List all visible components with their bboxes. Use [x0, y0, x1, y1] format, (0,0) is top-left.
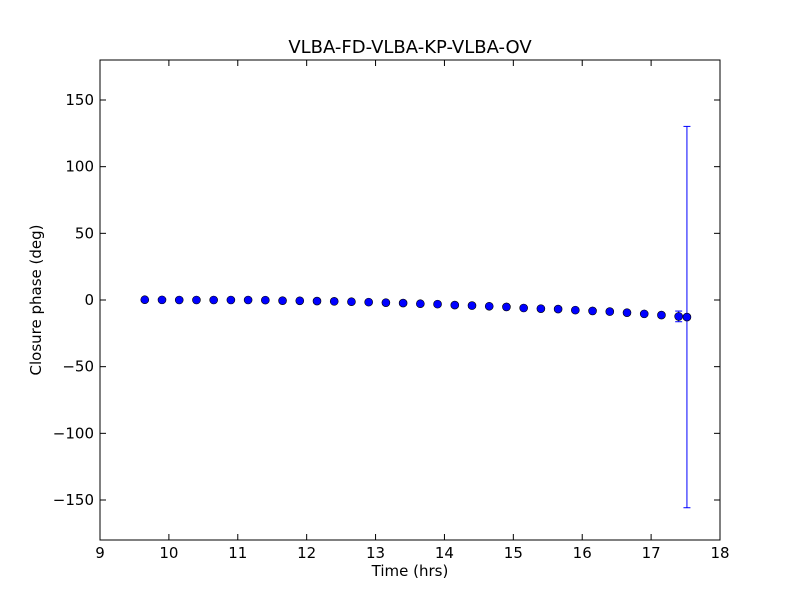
y-tick-label: 150	[65, 91, 94, 109]
data-point	[519, 303, 528, 313]
data-point	[588, 306, 597, 316]
data-point	[209, 295, 218, 305]
x-tick-label: 18	[710, 544, 729, 562]
x-axis-label: Time (hrs)	[371, 562, 449, 580]
data-point	[312, 296, 322, 306]
chart-title: VLBA-FD-VLBA-KP-VLBA-OV	[288, 37, 532, 58]
x-tick-label: 14	[435, 544, 454, 562]
x-tick-label: 12	[297, 544, 316, 562]
y-tick-label: 100	[65, 158, 94, 176]
data-point	[553, 304, 563, 314]
data-point	[536, 304, 546, 313]
data-point	[682, 312, 692, 322]
y-tick-label: −150	[53, 491, 94, 509]
data-point	[571, 305, 580, 315]
data-point	[674, 312, 683, 321]
data-point	[295, 296, 305, 306]
y-tick-label: 0	[84, 291, 94, 309]
data-point	[381, 298, 391, 307]
data-point	[261, 295, 270, 305]
data-point	[226, 295, 236, 305]
data-point	[639, 309, 649, 319]
axes-frame	[99, 59, 721, 541]
x-tick-label: 10	[159, 544, 178, 562]
x-tick-label: 11	[228, 544, 247, 562]
data-point	[622, 308, 632, 317]
data-point	[243, 295, 253, 305]
data-point	[140, 295, 150, 305]
y-tick-label: 50	[75, 224, 94, 242]
plot-area: 9 10 11 12 13 14 15 16 17 18 −150 −100 −50 0 50 100 150	[53, 59, 730, 562]
data-point	[433, 299, 442, 309]
data-point	[398, 298, 408, 308]
data-point	[657, 310, 666, 320]
x-tick-label: 17	[642, 544, 661, 562]
x-tick-label: 13	[366, 544, 385, 562]
data-point	[502, 302, 511, 312]
data-point	[467, 301, 477, 310]
data-point	[157, 295, 167, 305]
data-point	[278, 296, 287, 305]
y-tick-label: −50	[62, 358, 94, 376]
y-axis-label: Closure phase (deg)	[27, 225, 45, 376]
x-axis-ticks: 9 10 11 12 13 14 15 16 17 18	[95, 60, 730, 562]
data-point	[450, 300, 460, 310]
data-point	[174, 295, 184, 305]
data-point	[416, 299, 425, 309]
data-point	[329, 297, 339, 306]
data-point	[484, 301, 494, 311]
x-tick-label: 16	[573, 544, 592, 562]
data-point	[347, 297, 356, 307]
y-tick-label: −100	[53, 424, 94, 442]
data-point	[605, 307, 615, 316]
y-axis-ticks: −150 −100 −50 0 50 100 150	[53, 91, 720, 509]
x-tick-label: 9	[95, 544, 105, 562]
data-points	[140, 295, 692, 322]
x-tick-label: 15	[504, 544, 523, 562]
data-point	[192, 295, 201, 305]
data-point	[364, 297, 373, 307]
